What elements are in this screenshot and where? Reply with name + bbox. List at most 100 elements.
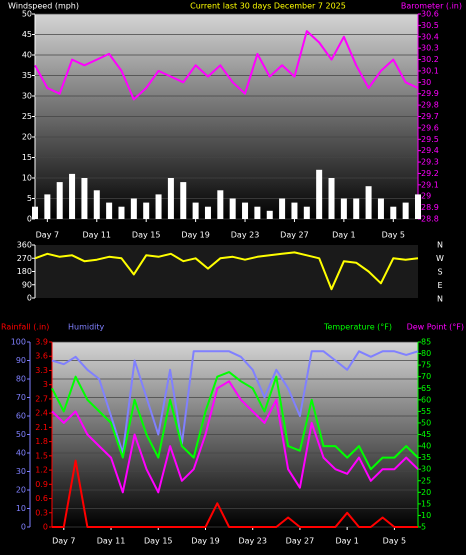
y-tick-label: 5	[27, 194, 32, 203]
y-tick-label: 29.5	[421, 135, 439, 144]
compass-label: N	[437, 295, 443, 304]
legend-label: Windspeed (mph)	[8, 2, 79, 11]
y-tick-label: 30	[421, 78, 431, 87]
y-tick-label: 0.3	[35, 508, 48, 517]
legend-label: Rainfall (.in)	[1, 323, 49, 332]
legend-label: Barometer (.in)	[401, 2, 462, 11]
bar	[192, 202, 199, 219]
legend-label: Humidity	[68, 323, 105, 332]
bar	[130, 198, 137, 219]
y-tick-label: 1.2	[35, 466, 48, 475]
y-tick-label: 29.8	[421, 101, 439, 110]
x-tick-label: Day 27	[280, 231, 309, 240]
y-tick-label: 3.6	[35, 352, 48, 361]
bar	[402, 202, 409, 219]
y-tick-label: 50	[16, 430, 26, 439]
y-tick-label: 28.8	[421, 215, 439, 224]
y-tick-label: 2.1	[35, 423, 48, 432]
y-tick-label: 28.9	[421, 203, 439, 212]
bar	[204, 206, 211, 219]
bar	[69, 173, 76, 219]
y-tick-label: 65	[421, 384, 431, 393]
y-tick-label: 10	[421, 511, 431, 520]
x-tick-label: Day 15	[144, 537, 173, 546]
bar	[415, 194, 421, 219]
bar	[106, 202, 113, 219]
x-tick-label: Day 7	[36, 231, 59, 240]
x-tick-label: Day 1	[332, 231, 355, 240]
y-tick-label: 25	[22, 112, 32, 121]
compass-label: S	[437, 268, 442, 277]
bar	[291, 202, 298, 219]
y-tick-label: 15	[22, 153, 32, 162]
y-tick-label: 30.4	[421, 32, 439, 41]
bar	[217, 190, 224, 219]
x-tick-label: Day 19	[191, 537, 220, 546]
y-tick-label: 3.3	[35, 366, 48, 375]
bar	[279, 198, 286, 219]
y-tick-label: 35	[22, 71, 32, 80]
x-tick-label: Day 23	[238, 537, 267, 546]
compass-label: N	[437, 241, 443, 250]
y-tick-label: 55	[421, 407, 431, 416]
data-line	[34, 251, 419, 291]
y-tick-label: 45	[22, 30, 32, 39]
bar	[328, 178, 335, 219]
y-tick-label: 35	[421, 453, 431, 462]
y-tick-label: 29.4	[421, 146, 439, 155]
y-tick-label: 40	[16, 449, 26, 458]
bar	[365, 186, 372, 219]
bar	[353, 198, 360, 219]
y-tick-label: 0	[21, 523, 26, 532]
y-tick-label: 30.3	[421, 44, 439, 53]
data-line	[51, 380, 419, 494]
y-tick-label: 180	[17, 267, 32, 276]
y-tick-label: 10	[22, 174, 32, 183]
y-tick-label: 29.1	[421, 180, 439, 189]
y-tick-label: 29	[421, 192, 431, 201]
plot-area	[35, 245, 418, 298]
y-tick-label: 25	[421, 476, 431, 485]
y-tick-label: 45	[421, 430, 431, 439]
x-tick-label: Day 5	[382, 231, 405, 240]
y-tick-label: 2.7	[35, 394, 48, 403]
x-tick-label: Day 23	[231, 231, 260, 240]
x-tick-label: Day 19	[181, 231, 210, 240]
y-tick-label: 0.9	[35, 480, 48, 489]
y-tick-label: 2.4	[35, 409, 48, 418]
y-tick-label: 20	[16, 486, 26, 495]
data-line	[34, 30, 419, 101]
y-tick-label: 30.1	[421, 66, 439, 75]
y-tick-label: 75	[421, 361, 431, 370]
bar	[303, 206, 310, 219]
y-tick-label: 20	[421, 488, 431, 497]
x-tick-label: Day 1	[335, 537, 358, 546]
y-tick-label: 30.5	[421, 21, 439, 30]
y-tick-label: 50	[22, 10, 32, 19]
y-tick-label: 29.7	[421, 112, 439, 121]
y-tick-label: 60	[16, 412, 26, 421]
bar	[143, 202, 150, 219]
y-tick-label: 360	[17, 241, 32, 250]
compass-label: W	[436, 254, 444, 263]
bar	[155, 194, 162, 219]
y-tick-label: 3.9	[35, 338, 48, 347]
bar	[32, 206, 38, 219]
bar	[56, 182, 63, 219]
y-tick-label: 0	[27, 294, 32, 303]
y-tick-label: 20	[22, 133, 32, 142]
y-tick-label: 80	[16, 375, 26, 384]
y-tick-label: 1.8	[35, 437, 48, 446]
y-tick-label: 100	[11, 338, 26, 347]
y-tick-label: 0	[27, 215, 32, 224]
data-line	[52, 459, 418, 528]
y-tick-label: 30	[22, 92, 32, 101]
y-tick-label: 15	[421, 499, 431, 508]
y-tick-label: 60	[421, 395, 431, 404]
y-tick-label: 0	[43, 523, 48, 532]
bar	[93, 190, 100, 219]
y-tick-label: 90	[16, 356, 26, 365]
y-tick-label: 50	[421, 418, 431, 427]
y-tick-label: 270	[17, 254, 32, 263]
